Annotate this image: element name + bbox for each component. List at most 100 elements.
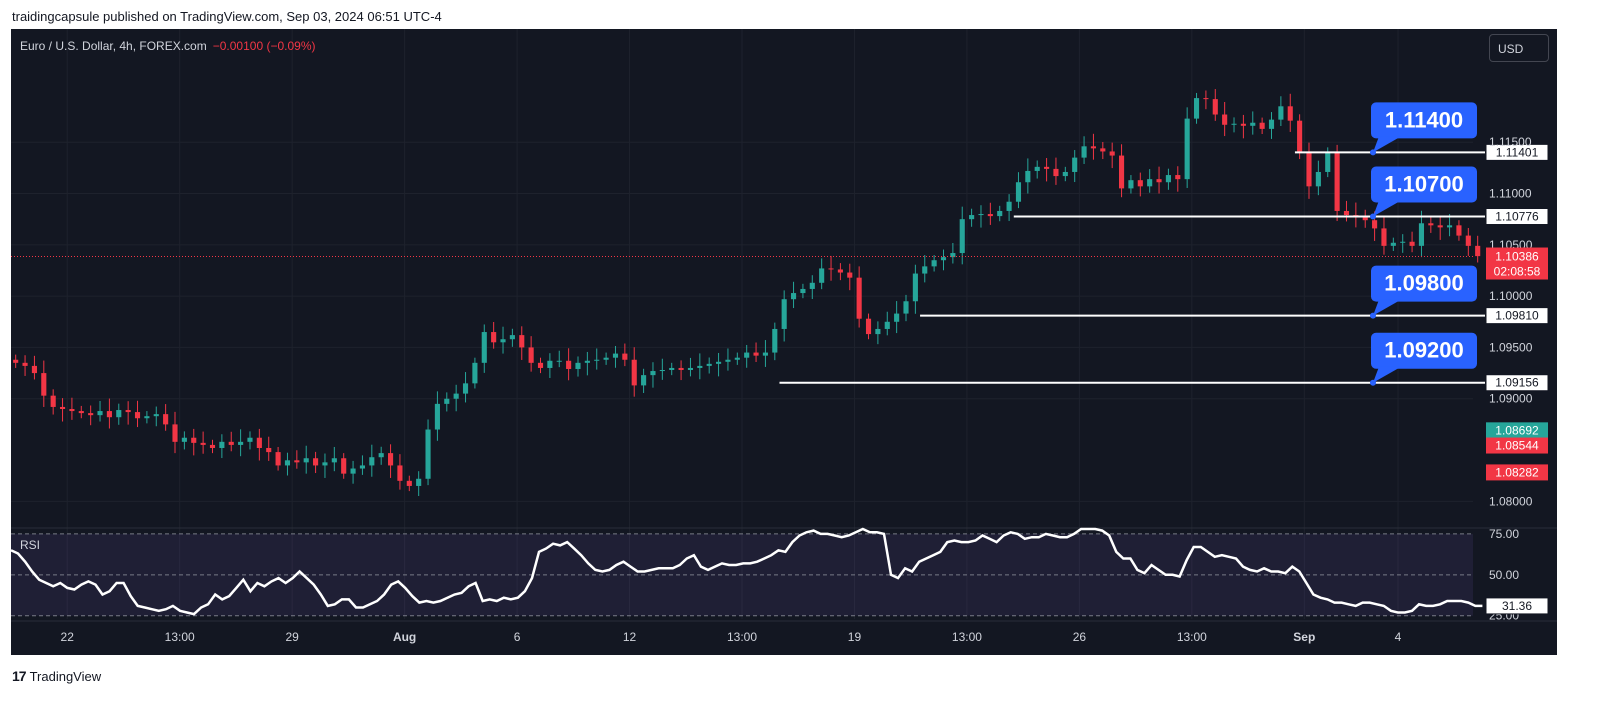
candle — [1212, 89, 1218, 121]
candle-body — [603, 357, 609, 360]
candle-body — [1250, 122, 1256, 126]
candle-body — [13, 359, 19, 363]
candle — [687, 357, 694, 377]
candle-body — [238, 441, 244, 445]
candle-body — [1325, 152, 1331, 172]
candle — [903, 294, 909, 322]
candle-body — [1278, 106, 1284, 120]
candle-body — [491, 332, 497, 343]
candle-body — [444, 398, 450, 404]
candle — [631, 347, 637, 397]
candle-body — [762, 352, 768, 356]
candle — [978, 205, 984, 228]
candle — [969, 208, 975, 227]
candle — [238, 429, 244, 457]
candle-body — [753, 352, 759, 356]
time-tick-label: 12 — [623, 630, 637, 644]
candle-body — [744, 352, 750, 358]
candle-body — [1334, 152, 1340, 211]
candle — [31, 355, 37, 380]
candle — [1062, 166, 1068, 182]
rsi-tick-label: 50.00 — [1489, 568, 1519, 582]
side-price-label: 1.08692 — [1486, 422, 1548, 439]
candle-body — [331, 458, 337, 463]
candle — [378, 446, 384, 465]
candle-body — [387, 453, 394, 466]
candle — [1147, 169, 1153, 193]
candle — [912, 264, 918, 314]
candle — [191, 428, 197, 456]
candle — [650, 362, 656, 388]
rsi-current-box — [1485, 597, 1549, 615]
chart-frame[interactable]: 1.11401 1.10776 1.09810 1.09156 1.11500 1.110… — [11, 29, 1557, 655]
callouts-layer: 1.11400 1.10700 1.09800 1.09200 — [1370, 102, 1477, 386]
candle-body — [537, 362, 544, 368]
side-price-label: 1.08282 — [1486, 464, 1548, 481]
candle — [509, 328, 515, 347]
candle-body — [228, 441, 234, 445]
candle-body — [847, 272, 853, 278]
tradingview-brand[interactable]: 17 TradingView — [12, 668, 101, 684]
candle-body — [931, 260, 937, 267]
candle-body — [191, 437, 197, 443]
candle-body — [1437, 225, 1443, 228]
candle — [566, 348, 572, 381]
candle — [13, 354, 19, 368]
candle-body — [106, 411, 112, 418]
callout-pointer — [1373, 200, 1401, 217]
time-tick-label: 26 — [1073, 630, 1087, 644]
candle-body — [1297, 120, 1303, 152]
candle — [837, 263, 843, 281]
candle — [997, 205, 1003, 222]
candle-body — [41, 373, 47, 396]
candle — [697, 353, 703, 380]
callout-box — [1371, 265, 1477, 302]
candle — [1006, 194, 1012, 222]
chart-canvas[interactable]: 1.11401 1.10776 1.09810 1.09156 1.11500 1.110… — [11, 29, 1557, 655]
candle — [1203, 90, 1209, 110]
callout-box — [1371, 332, 1477, 369]
candle — [1072, 150, 1078, 183]
candle-body — [1268, 119, 1275, 129]
price-tick-label: 1.09500 — [1489, 340, 1533, 354]
candle-body — [1343, 210, 1350, 216]
candle — [1118, 144, 1125, 198]
candle-body — [809, 282, 815, 289]
currency-button[interactable]: USD — [1489, 34, 1549, 62]
brand-name: TradingView — [29, 668, 102, 684]
candle — [1428, 216, 1434, 233]
candle-body — [1053, 168, 1059, 177]
level-callout: 1.10700 — [1370, 166, 1477, 220]
candle — [800, 283, 806, 299]
candle — [1287, 93, 1293, 132]
side-price-text: 1.08544 — [1495, 439, 1539, 453]
candle — [1278, 96, 1284, 127]
callout-anchor-dot — [1370, 312, 1376, 319]
candle — [641, 368, 647, 393]
candle-body — [481, 332, 487, 363]
published-by-text: traidingcapsule published on TradingView… — [12, 9, 442, 24]
candle-body — [406, 480, 412, 486]
candle-body — [1475, 245, 1481, 257]
candle — [22, 355, 28, 376]
candle — [331, 446, 337, 472]
candle-body — [669, 367, 675, 371]
callout-pointer — [1373, 136, 1401, 153]
level-axis-label: 1.09156 — [1485, 374, 1549, 392]
candle — [462, 372, 469, 403]
candle — [481, 324, 487, 373]
candle-body — [1447, 225, 1453, 228]
candle — [1081, 136, 1087, 164]
price-tick-label: 1.08000 — [1489, 494, 1533, 508]
candle — [144, 411, 150, 424]
candle — [716, 352, 722, 377]
candle — [772, 322, 778, 361]
candle — [678, 360, 684, 381]
candle — [1400, 234, 1406, 253]
current-price-box — [1486, 247, 1548, 280]
candle — [1165, 168, 1171, 190]
candle — [1044, 158, 1050, 182]
candle-body — [1081, 146, 1087, 158]
candle — [828, 255, 834, 281]
candle — [153, 406, 159, 427]
